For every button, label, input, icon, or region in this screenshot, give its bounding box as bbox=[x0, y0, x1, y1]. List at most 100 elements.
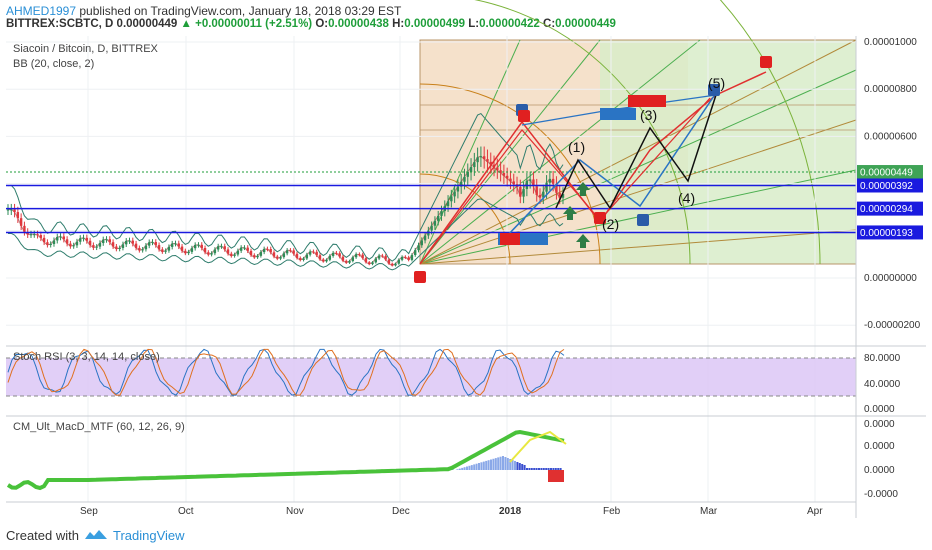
candle-body bbox=[193, 244, 197, 249]
candle-body bbox=[364, 258, 368, 263]
candle-body bbox=[23, 225, 26, 232]
macd-bar bbox=[554, 468, 557, 470]
chart-header: AHMED1997 published on TradingView.com, … bbox=[0, 0, 932, 40]
time-tick-label: Apr bbox=[807, 506, 823, 517]
macd-tick-label: 0.0000 bbox=[864, 465, 895, 476]
candle-body bbox=[29, 234, 33, 236]
time-tick-label: Oct bbox=[178, 506, 194, 517]
label-box bbox=[600, 108, 636, 120]
bb-label: BB (20, close, 2) bbox=[13, 58, 95, 70]
macd-bar bbox=[526, 468, 528, 470]
candle-body bbox=[295, 253, 299, 258]
candle-body bbox=[561, 194, 565, 198]
candle-body bbox=[16, 212, 20, 219]
candle-body bbox=[115, 246, 118, 250]
candle-body bbox=[341, 256, 345, 261]
candle-body bbox=[555, 183, 558, 193]
candle-body bbox=[542, 191, 545, 198]
price-tag-label: 0.00000193 bbox=[860, 228, 913, 239]
candle-body bbox=[187, 251, 190, 254]
macd-bar bbox=[478, 463, 480, 470]
tradingview-logo-icon[interactable] bbox=[84, 529, 108, 541]
wave-label: (2) bbox=[602, 216, 619, 232]
up-arrow-icon bbox=[576, 234, 590, 248]
candle-body bbox=[371, 262, 374, 265]
candle-body bbox=[397, 259, 400, 264]
candle-body bbox=[351, 257, 355, 262]
candle-body bbox=[496, 167, 499, 171]
candle-body bbox=[358, 254, 361, 256]
time-tick-label: Dec bbox=[392, 506, 410, 517]
bb-lower bbox=[7, 198, 564, 271]
macd-bar bbox=[557, 468, 560, 470]
macd-bar bbox=[466, 466, 468, 470]
candle-body bbox=[384, 256, 387, 260]
macd-bar bbox=[562, 470, 564, 482]
ohlc-line: BITTREX:SCBTC, D 0.00000449 ▲ +0.0000001… bbox=[6, 18, 616, 30]
macd-bar bbox=[523, 465, 526, 470]
macd-bar bbox=[542, 468, 545, 470]
candle-body bbox=[197, 244, 200, 246]
candle-body bbox=[262, 248, 266, 253]
candle-body bbox=[305, 254, 309, 259]
symbol-label: BITTREX:SCBTC, D bbox=[6, 18, 114, 30]
chart-canvas[interactable]: (1) (2) (3) (4) (5) 0.00001000 0.00000800 0.00… bbox=[0, 0, 932, 522]
time-axis[interactable]: Sep Oct Nov Dec 2018 Feb Mar Apr bbox=[80, 506, 823, 517]
candle-body bbox=[538, 194, 542, 198]
time-tick-label: 2018 bbox=[499, 506, 522, 517]
candle-body bbox=[111, 242, 115, 247]
candle-body bbox=[437, 215, 440, 221]
candle-body bbox=[528, 179, 532, 181]
candle-body bbox=[354, 254, 358, 258]
high-label: H: bbox=[392, 18, 405, 30]
macd-bar bbox=[509, 459, 512, 470]
price-tag-label: 0.00000392 bbox=[860, 181, 913, 192]
candle-body bbox=[216, 246, 220, 250]
author-link[interactable]: AHMED1997 bbox=[6, 4, 77, 18]
candle-body bbox=[558, 192, 561, 198]
macd-bar bbox=[528, 468, 531, 470]
rsi-tick-label: 80.0000 bbox=[864, 353, 901, 364]
candle-body bbox=[453, 191, 456, 197]
candle-body bbox=[522, 189, 525, 197]
macd-bar bbox=[470, 465, 473, 470]
candle-body bbox=[279, 257, 282, 259]
price-change: +0.00000011 (+2.51%) bbox=[195, 18, 313, 30]
signal-line bbox=[509, 430, 567, 463]
candle-body bbox=[486, 159, 489, 162]
candle-body bbox=[417, 245, 420, 251]
candle-body bbox=[118, 247, 121, 250]
candle-body bbox=[75, 241, 79, 246]
low-label: L: bbox=[468, 18, 480, 30]
gann-ray bbox=[419, 39, 701, 265]
tradingview-link[interactable]: TradingView bbox=[113, 528, 185, 543]
candle-body bbox=[161, 249, 164, 252]
candle-body bbox=[420, 240, 423, 246]
open-label: O: bbox=[315, 18, 329, 30]
sell-marker bbox=[594, 212, 606, 224]
candle-body bbox=[335, 252, 338, 254]
candle-body bbox=[220, 246, 223, 248]
rsi-tick-label: 40.0000 bbox=[864, 379, 901, 390]
candle-body bbox=[236, 250, 240, 255]
macd-bar bbox=[475, 463, 478, 470]
pattern-red-line bbox=[419, 71, 767, 265]
signal-markers bbox=[414, 56, 772, 283]
macd-bar bbox=[463, 467, 466, 470]
macd-pane[interactable] bbox=[6, 416, 856, 518]
candle-body bbox=[72, 245, 75, 247]
pattern-red-line bbox=[419, 97, 711, 265]
gann-ray bbox=[419, 119, 857, 265]
candle-body bbox=[512, 181, 515, 185]
candle-body bbox=[272, 252, 276, 257]
macd-bar bbox=[504, 457, 507, 470]
candle-body bbox=[121, 244, 125, 248]
price-tag-label: 0.00000449 bbox=[860, 168, 913, 179]
candle-body bbox=[256, 255, 259, 258]
candle-body bbox=[299, 257, 302, 260]
macd-bar bbox=[461, 467, 464, 470]
candle-body bbox=[125, 240, 128, 245]
macd-tick-label: -0.0000 bbox=[864, 489, 898, 500]
candle-body bbox=[394, 263, 397, 266]
candle-body bbox=[463, 176, 466, 182]
